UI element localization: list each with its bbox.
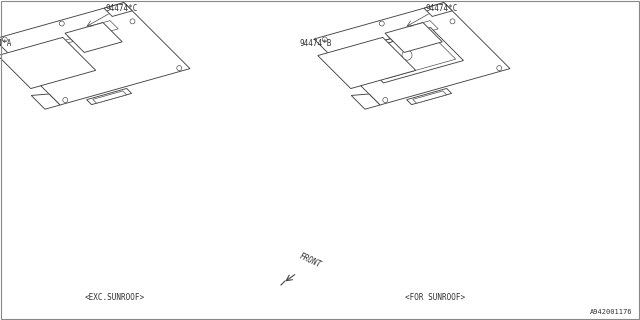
Polygon shape bbox=[385, 22, 442, 52]
Polygon shape bbox=[65, 22, 122, 52]
Polygon shape bbox=[86, 88, 132, 105]
Polygon shape bbox=[0, 37, 96, 89]
Polygon shape bbox=[351, 94, 380, 109]
Polygon shape bbox=[413, 91, 447, 103]
Polygon shape bbox=[351, 28, 463, 83]
Polygon shape bbox=[424, 3, 452, 16]
Text: <FOR SUNROOF>: <FOR SUNROOF> bbox=[405, 293, 465, 302]
Text: <EXC.SUNROOF>: <EXC.SUNROOF> bbox=[85, 293, 145, 302]
Polygon shape bbox=[93, 91, 127, 103]
Text: 94474*C: 94474*C bbox=[425, 4, 458, 12]
Polygon shape bbox=[31, 94, 60, 109]
Text: A942001176: A942001176 bbox=[589, 309, 632, 315]
Polygon shape bbox=[314, 3, 510, 105]
Polygon shape bbox=[0, 3, 190, 105]
Polygon shape bbox=[317, 37, 416, 89]
Polygon shape bbox=[406, 88, 452, 105]
Polygon shape bbox=[358, 32, 456, 79]
Polygon shape bbox=[104, 3, 132, 16]
Text: 94474*B: 94474*B bbox=[300, 38, 332, 48]
Text: 94474*A: 94474*A bbox=[0, 38, 12, 48]
Polygon shape bbox=[90, 20, 118, 35]
Polygon shape bbox=[410, 20, 438, 35]
Text: FRONT: FRONT bbox=[298, 252, 323, 270]
Text: 94474*C: 94474*C bbox=[105, 4, 138, 12]
